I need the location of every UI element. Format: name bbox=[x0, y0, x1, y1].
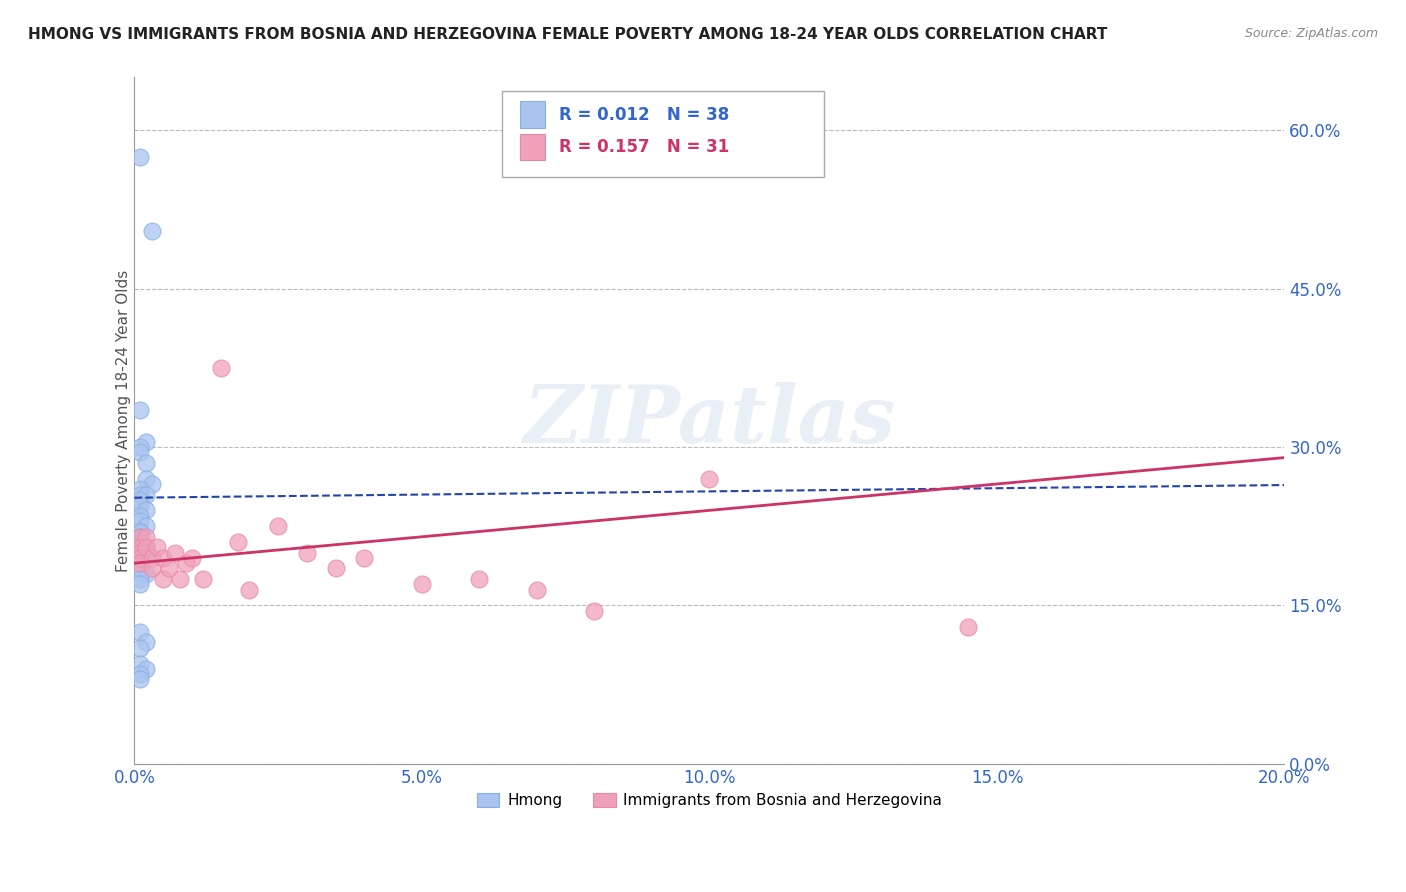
Point bbox=[129, 440, 152, 454]
Point bbox=[129, 624, 152, 639]
Point bbox=[157, 561, 180, 575]
Point bbox=[583, 604, 606, 618]
Y-axis label: Female Poverty Among 18-24 Year Olds: Female Poverty Among 18-24 Year Olds bbox=[115, 269, 131, 572]
Point bbox=[129, 535, 152, 549]
Point bbox=[129, 530, 152, 544]
Point bbox=[129, 530, 152, 544]
Point bbox=[209, 360, 232, 375]
Point bbox=[141, 477, 163, 491]
Point bbox=[699, 472, 721, 486]
Point bbox=[129, 445, 152, 459]
FancyBboxPatch shape bbox=[520, 134, 546, 160]
Point bbox=[135, 434, 157, 449]
Point bbox=[129, 556, 152, 570]
Point bbox=[129, 524, 152, 539]
Point bbox=[135, 662, 157, 676]
FancyBboxPatch shape bbox=[502, 91, 824, 177]
Legend: Hmong, Immigrants from Bosnia and Herzegovina: Hmong, Immigrants from Bosnia and Herzeg… bbox=[471, 788, 948, 814]
Point bbox=[152, 572, 174, 586]
Point bbox=[238, 582, 260, 597]
Point bbox=[129, 550, 152, 565]
Point bbox=[129, 667, 152, 681]
Text: HMONG VS IMMIGRANTS FROM BOSNIA AND HERZEGOVINA FEMALE POVERTY AMONG 18-24 YEAR : HMONG VS IMMIGRANTS FROM BOSNIA AND HERZ… bbox=[28, 27, 1108, 42]
Point bbox=[129, 535, 152, 549]
Point bbox=[146, 541, 169, 555]
Point bbox=[129, 508, 152, 523]
Text: ZIPatlas: ZIPatlas bbox=[523, 382, 896, 459]
Point bbox=[169, 572, 191, 586]
Point bbox=[193, 572, 215, 586]
Point bbox=[174, 556, 197, 570]
Point bbox=[129, 492, 152, 507]
Point bbox=[135, 566, 157, 581]
Point bbox=[129, 561, 152, 575]
Point bbox=[129, 640, 152, 655]
Text: R = 0.012   N = 38: R = 0.012 N = 38 bbox=[558, 105, 728, 123]
Point bbox=[129, 550, 152, 565]
Point bbox=[129, 577, 152, 591]
Point bbox=[267, 519, 290, 533]
Point bbox=[129, 524, 152, 539]
Point bbox=[135, 541, 157, 555]
Point bbox=[135, 530, 157, 544]
Point bbox=[325, 561, 347, 575]
Point bbox=[141, 550, 163, 565]
Point bbox=[135, 503, 157, 517]
Point bbox=[295, 546, 318, 560]
Point bbox=[957, 619, 980, 633]
Point bbox=[411, 577, 433, 591]
Point bbox=[135, 456, 157, 470]
Point bbox=[468, 572, 491, 586]
Point bbox=[129, 572, 152, 586]
Point bbox=[129, 483, 152, 497]
Point bbox=[129, 514, 152, 528]
Point bbox=[129, 541, 152, 555]
Point bbox=[163, 546, 186, 560]
Text: R = 0.157   N = 31: R = 0.157 N = 31 bbox=[558, 137, 728, 156]
Point bbox=[129, 498, 152, 512]
Point bbox=[129, 546, 152, 560]
Point bbox=[135, 472, 157, 486]
Text: Source: ZipAtlas.com: Source: ZipAtlas.com bbox=[1244, 27, 1378, 40]
Point bbox=[129, 550, 152, 565]
Point bbox=[135, 487, 157, 501]
Point bbox=[129, 673, 152, 687]
Point bbox=[135, 635, 157, 649]
Point bbox=[353, 550, 375, 565]
Point bbox=[135, 519, 157, 533]
Point bbox=[141, 561, 163, 575]
Point bbox=[180, 550, 202, 565]
Point bbox=[526, 582, 548, 597]
Point bbox=[129, 487, 152, 501]
Point bbox=[129, 403, 152, 417]
Point bbox=[129, 657, 152, 671]
FancyBboxPatch shape bbox=[520, 102, 546, 128]
Point bbox=[135, 541, 157, 555]
Point bbox=[135, 546, 157, 560]
Point bbox=[141, 223, 163, 237]
Point bbox=[152, 550, 174, 565]
Point bbox=[226, 535, 249, 549]
Point bbox=[129, 150, 152, 164]
